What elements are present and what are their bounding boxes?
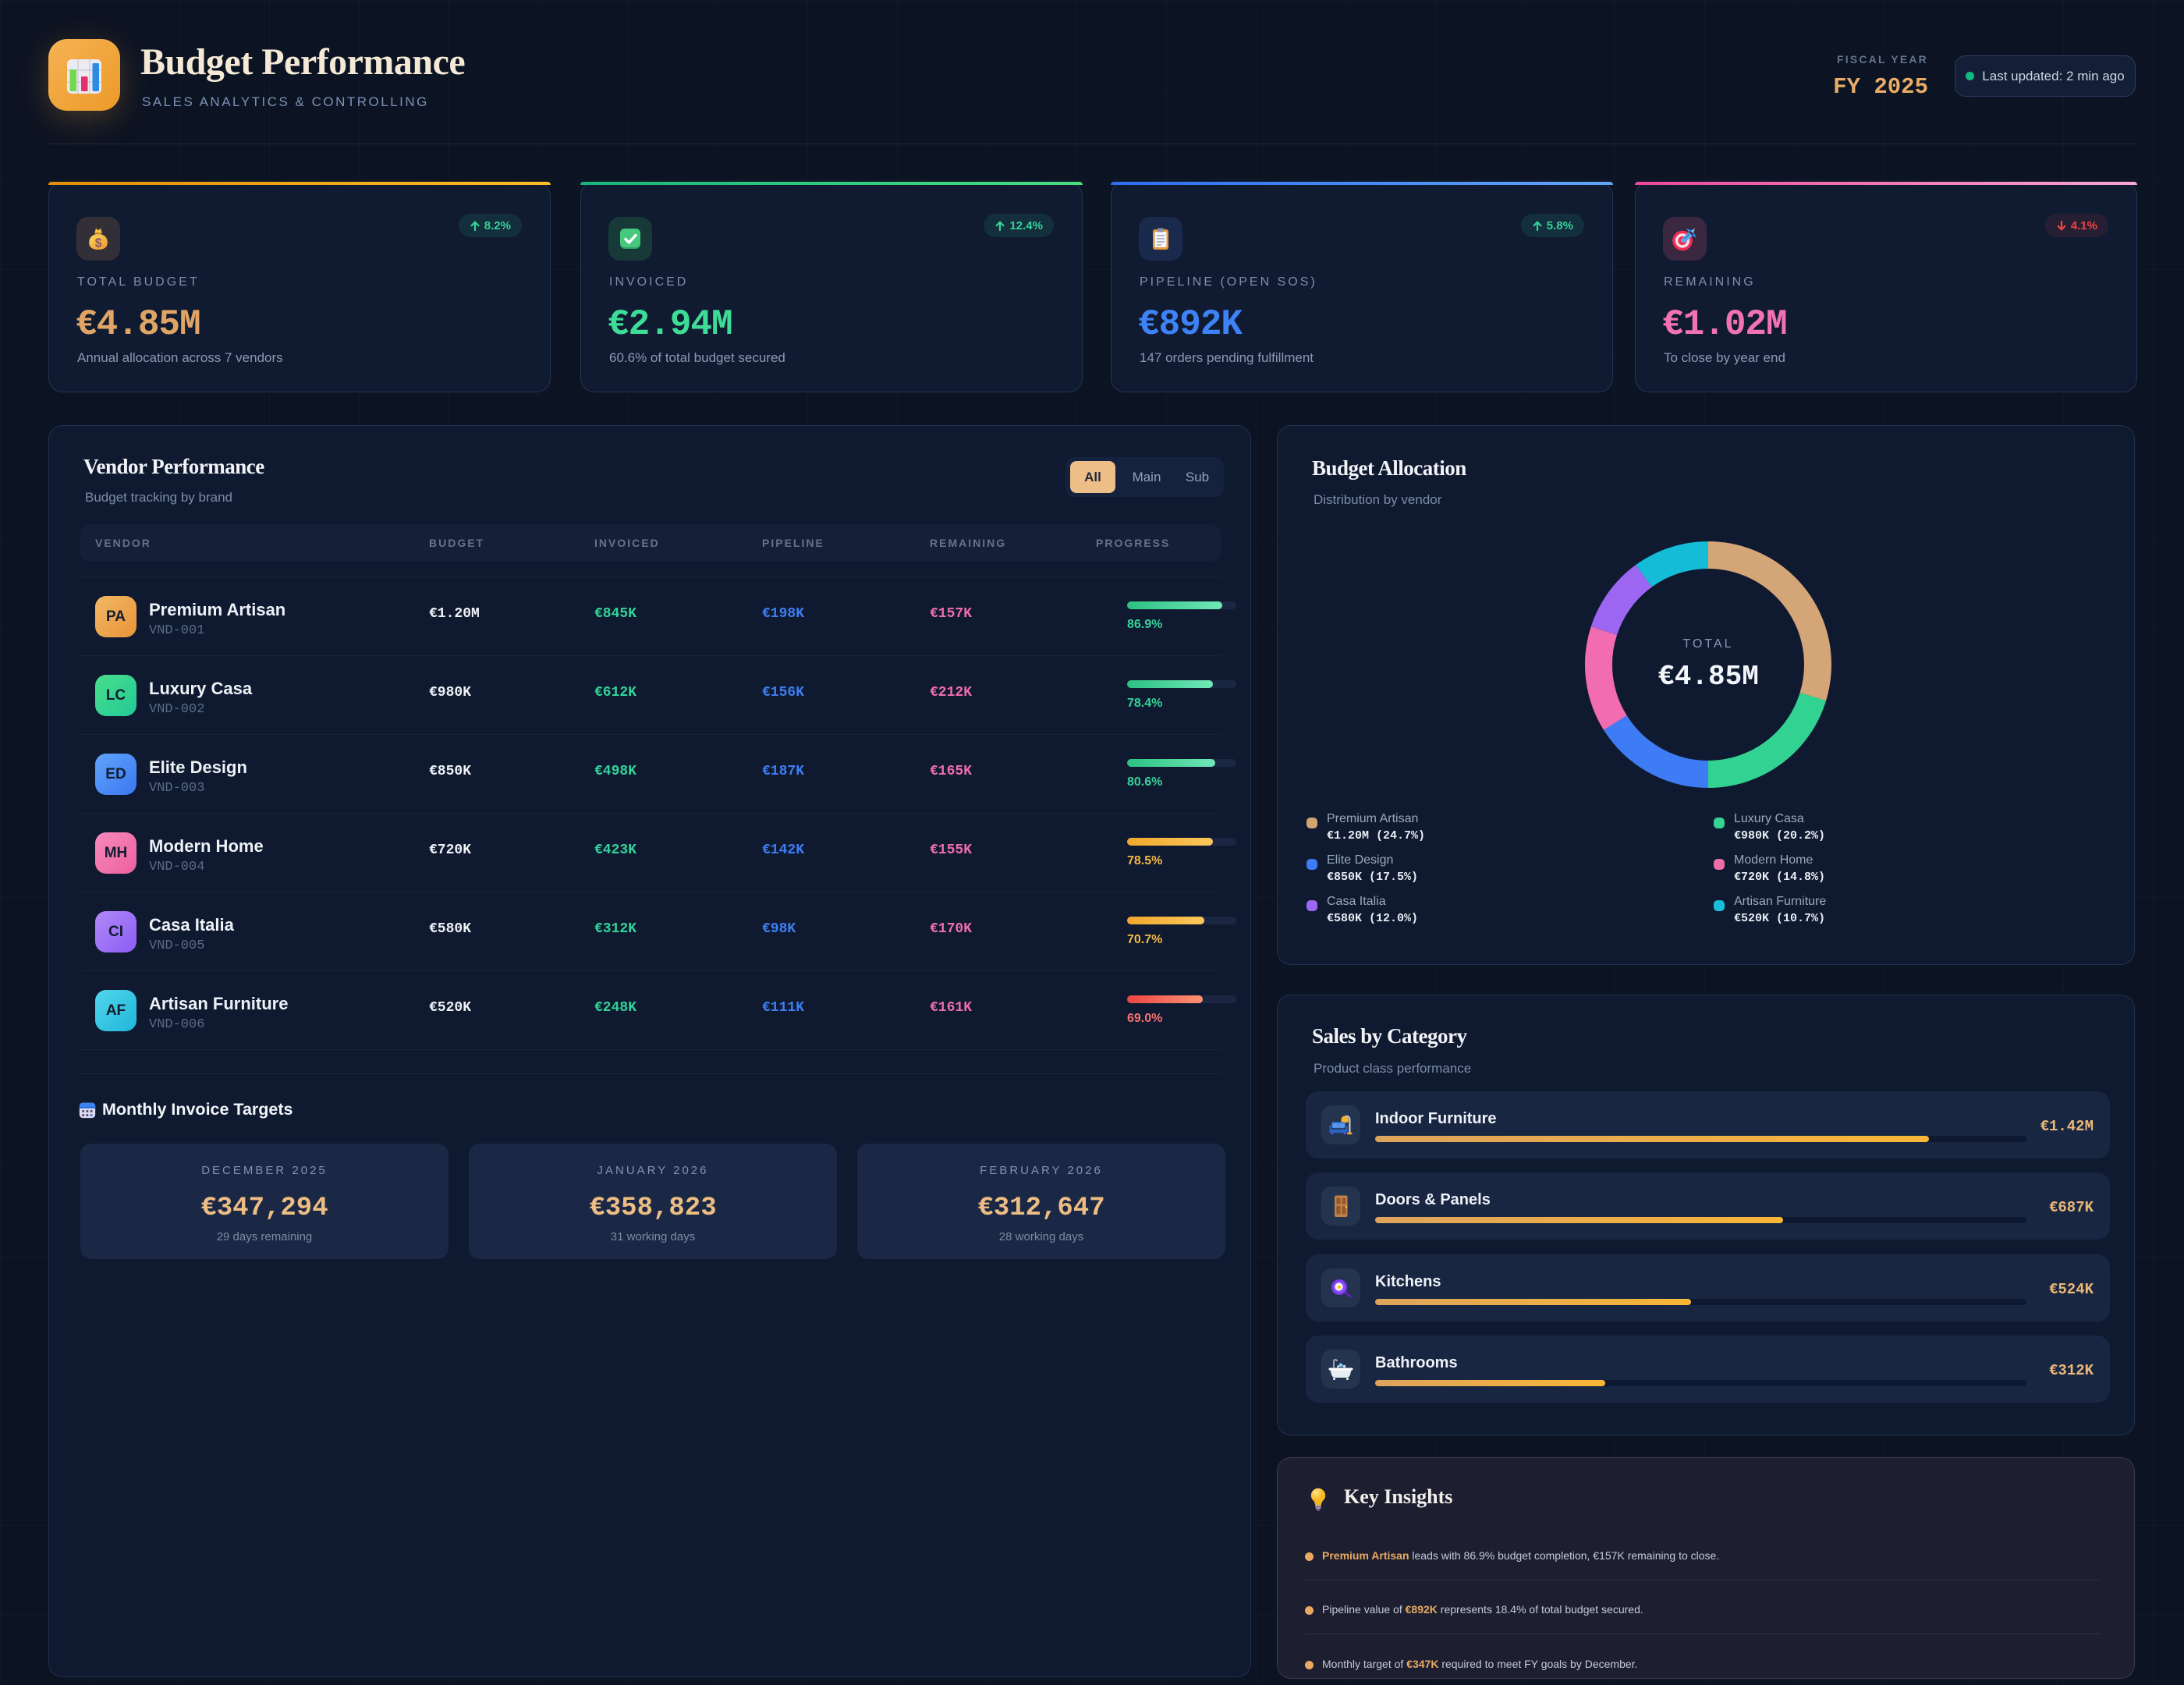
svg-text:$: $	[95, 236, 102, 250]
